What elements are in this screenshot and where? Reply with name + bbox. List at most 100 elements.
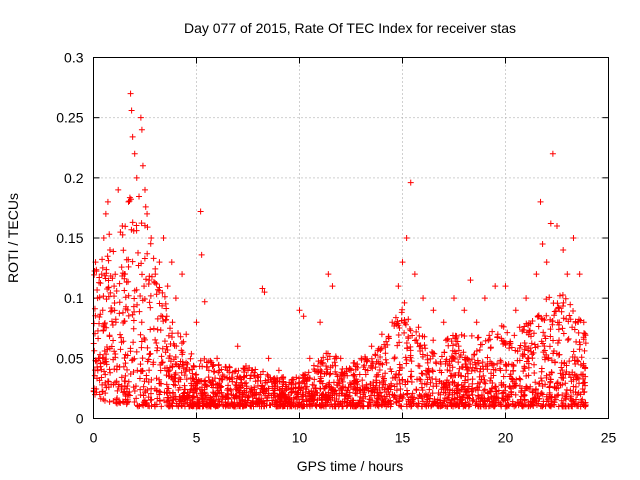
data-point (403, 340, 410, 347)
data-point (399, 259, 406, 266)
data-point (100, 235, 107, 241)
data-point (505, 394, 512, 401)
grid-lines (93, 57, 609, 419)
data-point (471, 351, 478, 358)
data-point (470, 352, 477, 359)
data-point (304, 392, 311, 399)
data-point (570, 308, 577, 315)
data-point (331, 391, 338, 398)
data-point (114, 387, 121, 394)
data-point (200, 403, 207, 410)
data-point (538, 338, 545, 345)
data-point (525, 385, 532, 392)
data-point (138, 368, 145, 375)
data-point (493, 388, 500, 395)
data-point (144, 344, 151, 351)
data-point (93, 386, 100, 393)
data-point (457, 372, 464, 379)
data-point (210, 381, 217, 388)
data-point (157, 367, 164, 374)
data-point (181, 372, 188, 379)
data-point (159, 345, 166, 352)
data-point (520, 368, 527, 375)
data-point (487, 345, 494, 352)
data-point (160, 235, 167, 241)
data-point (121, 318, 128, 325)
data-point (560, 330, 567, 337)
data-point (581, 330, 588, 337)
y-tick-labels: 0 0.05 0.1 0.15 0.2 0.25 0.3 (56, 50, 83, 427)
data-point (582, 399, 589, 406)
data-point (567, 387, 574, 394)
data-point (356, 371, 363, 378)
data-point (516, 375, 523, 382)
data-point (444, 367, 451, 374)
data-point (331, 359, 338, 366)
data-point (265, 390, 272, 397)
data-point (180, 361, 187, 368)
data-point (154, 326, 161, 333)
data-point (232, 403, 239, 410)
data-point (454, 382, 461, 389)
data-point (148, 235, 155, 241)
data-point (458, 400, 465, 407)
data-point (499, 395, 506, 402)
data-point (548, 394, 555, 401)
data-point (121, 355, 128, 362)
data-point (288, 376, 295, 383)
data-point (110, 248, 117, 255)
data-point (119, 222, 126, 229)
data-point (492, 395, 499, 402)
data-point (577, 361, 584, 368)
data-point (435, 389, 442, 396)
data-point (437, 361, 444, 368)
data-point (541, 317, 548, 324)
data-point (131, 399, 138, 406)
data-point (415, 400, 422, 407)
data-point (147, 240, 154, 247)
data-point (580, 319, 587, 326)
data-point (182, 366, 189, 373)
data-point (504, 329, 511, 336)
data-point (267, 376, 274, 383)
data-point (397, 364, 404, 371)
data-point (235, 367, 242, 374)
data-point (130, 303, 137, 310)
data-point (120, 247, 127, 254)
data-point (136, 193, 143, 200)
data-point (444, 336, 451, 343)
data-point (558, 402, 565, 409)
data-point (161, 293, 168, 300)
data-point (456, 403, 463, 410)
data-point (109, 307, 116, 314)
data-point (516, 324, 523, 331)
data-point (569, 398, 576, 405)
data-point (522, 401, 529, 408)
data-point (138, 338, 145, 345)
data-point (519, 403, 526, 410)
data-point (120, 338, 127, 345)
data-point (538, 315, 545, 322)
data-point (140, 402, 147, 409)
data-point (155, 286, 162, 293)
data-point (374, 399, 381, 406)
data-point (163, 372, 170, 379)
data-point (416, 376, 423, 383)
data-point (112, 319, 119, 326)
data-point (199, 396, 206, 403)
data-point (106, 247, 113, 254)
data-point (193, 376, 200, 383)
data-point (339, 378, 346, 385)
data-point (301, 372, 308, 379)
data-point (582, 382, 589, 389)
data-point (450, 354, 457, 361)
data-point (156, 259, 163, 266)
data-point (421, 401, 428, 408)
data-point (521, 346, 528, 353)
data-point (480, 395, 487, 402)
data-point (191, 386, 198, 393)
data-point (198, 251, 205, 258)
data-point (146, 277, 153, 284)
data-point (184, 361, 191, 368)
data-point (133, 348, 140, 355)
